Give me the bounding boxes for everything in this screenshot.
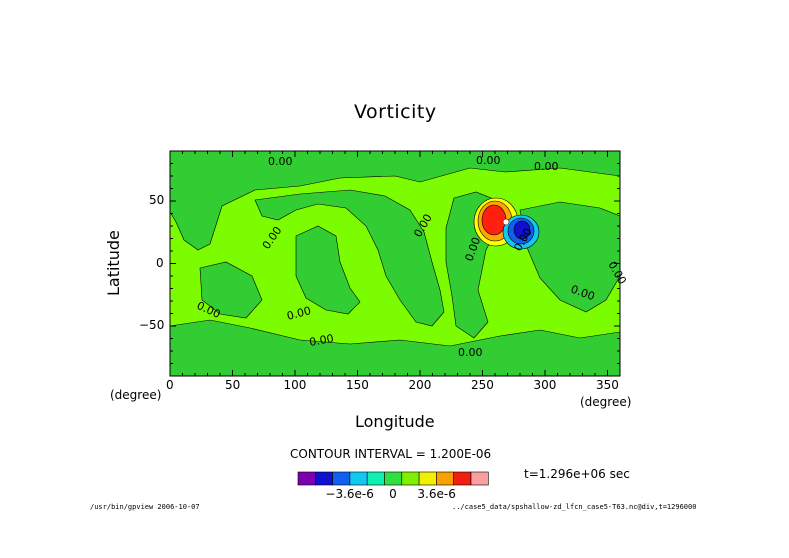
x-tick-label: 150 bbox=[346, 378, 369, 392]
contour-label: 0.00 bbox=[285, 304, 312, 323]
footer-right: ../case5_data/spshallow-zd_lfcn_case5-T6… bbox=[452, 503, 697, 511]
colorbar-swatch bbox=[418, 471, 437, 486]
contour-label: 0.00 bbox=[476, 154, 501, 167]
colorbar-swatch bbox=[384, 471, 403, 486]
y-tick-label: −50 bbox=[139, 318, 165, 332]
x-tick-label: 250 bbox=[471, 378, 494, 392]
colorbar-swatch bbox=[436, 471, 454, 486]
x-tick-label: 0 bbox=[166, 378, 174, 392]
vortex-dipole bbox=[473, 197, 540, 250]
time-label: t=1.296e+06 sec bbox=[524, 467, 630, 481]
contour-label: 0.00 bbox=[268, 155, 293, 168]
contour-region bbox=[519, 201, 620, 313]
colorbar-swatch bbox=[470, 471, 489, 486]
y-tick-label: 0 bbox=[156, 255, 164, 270]
y-unit-label: (degree) bbox=[110, 388, 162, 402]
y-tick-label: 50 bbox=[149, 193, 165, 207]
y-axis-label: Latitude bbox=[104, 230, 123, 296]
x-unit-label: (degree) bbox=[580, 395, 632, 409]
contour-region bbox=[254, 189, 445, 327]
contour-field bbox=[170, 151, 620, 376]
colorbar-swatch bbox=[297, 471, 316, 486]
contour-region bbox=[170, 151, 620, 251]
contour-interval-label: CONTOUR INTERVAL = 1.200E-06 bbox=[290, 447, 492, 461]
footer-left: /usr/bin/gpview 2006-10-07 bbox=[90, 503, 200, 511]
contour-region bbox=[199, 261, 263, 319]
colorbar-swatch bbox=[453, 471, 472, 486]
colorbar-swatch bbox=[349, 471, 368, 486]
axis-ticks bbox=[169, 150, 621, 377]
x-tick-label: 100 bbox=[283, 378, 307, 392]
x-tick-label: 50 bbox=[225, 378, 241, 392]
contour-label: 0.00 bbox=[534, 160, 559, 173]
x-axis-label: Longitude bbox=[355, 412, 435, 431]
colorbar-label: 3.6e-6 bbox=[417, 487, 456, 501]
contour-label: 0.00 bbox=[308, 332, 334, 349]
colorbar-swatch bbox=[401, 471, 420, 486]
contour-label: 0.00 bbox=[458, 346, 483, 359]
x-tick-label: 350 bbox=[596, 378, 619, 392]
colorbar-swatch bbox=[314, 471, 333, 486]
chart-title: Vorticity bbox=[354, 101, 437, 123]
contour-region bbox=[295, 225, 361, 315]
contour-region bbox=[170, 319, 620, 376]
x-tick-label: 200 bbox=[408, 378, 432, 392]
colorbar-swatch bbox=[332, 471, 351, 486]
x-tick-label: 300 bbox=[533, 378, 557, 392]
colorbar-label: −3.6e-6 bbox=[325, 487, 374, 501]
colorbar-label: 0 bbox=[389, 487, 397, 501]
colorbar bbox=[297, 471, 489, 486]
colorbar-swatch bbox=[366, 471, 385, 486]
